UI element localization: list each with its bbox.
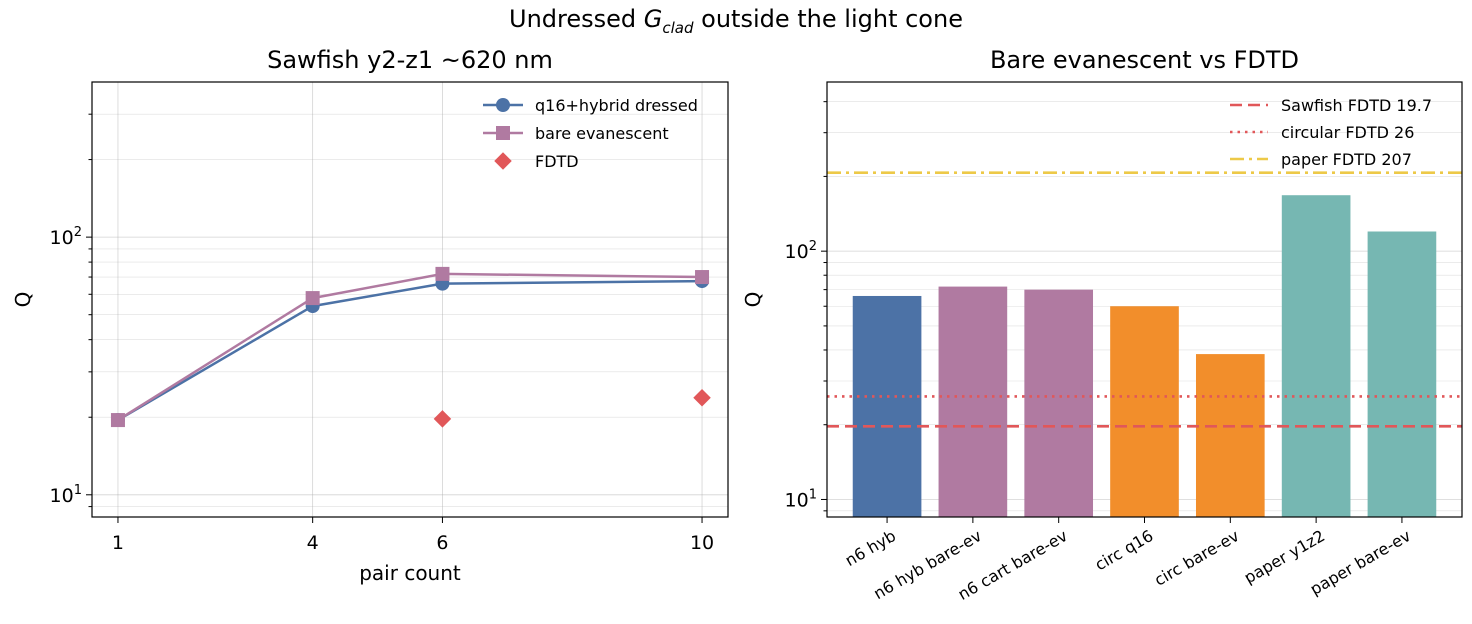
series-line: [117, 279, 703, 422]
legend-marker: [494, 152, 512, 170]
y-tick-label: 101: [50, 483, 82, 507]
right-reference-lines: [827, 171, 1462, 428]
left-y-axis-label: Q: [11, 292, 35, 308]
x-tick-label: 4: [307, 532, 319, 554]
data-point: [305, 291, 320, 306]
left-grid: [92, 82, 728, 517]
left-axes-frame: [91, 81, 729, 518]
right-y-axis-label: Q: [741, 292, 765, 308]
bar: [938, 286, 1008, 517]
x-category-label: n6 hyb: [842, 526, 899, 570]
right-legend: Sawfish FDTD 19.7 circular FDTD 26 paper F…: [1230, 96, 1432, 169]
bar: [1110, 306, 1179, 517]
x-category-label: circ q16: [1092, 526, 1157, 574]
bar: [1024, 289, 1094, 517]
data-point: [110, 413, 125, 428]
legend-label: bare evanescent: [535, 124, 669, 143]
x-tick-label: 10: [690, 532, 714, 554]
left-chart-title: Sawfish y2-z1 ~620 nm: [267, 46, 553, 74]
bar: [1367, 231, 1437, 517]
right-marks: [852, 195, 1437, 518]
left-legend: q16+hybrid dressed bare evanescent FDTD: [483, 96, 698, 171]
legend-marker: [496, 98, 510, 112]
bar: [1281, 195, 1351, 518]
data-point: [695, 270, 710, 285]
left-x-axis-label: pair count: [359, 561, 461, 585]
series-line: [117, 272, 703, 422]
x-category-label: circ bare-ev: [1151, 526, 1242, 590]
legend-label: Sawfish FDTD 19.7: [1281, 96, 1432, 115]
right-chart-title: Bare evanescent vs FDTD: [990, 46, 1299, 74]
left-marks: [110, 266, 711, 428]
data-point: [433, 410, 452, 428]
bar: [1195, 354, 1265, 517]
x-tick-label: 1: [112, 532, 124, 554]
legend-label: FDTD: [535, 152, 579, 171]
data-point: [693, 389, 711, 407]
left-ticks: 1 4 6 10 101 102: [50, 113, 714, 554]
legend-label: circular FDTD 26: [1281, 123, 1414, 142]
legend-label: paper FDTD 207: [1281, 150, 1412, 169]
y-tick-label: 102: [50, 225, 82, 249]
figure-suptitle: Undressed Gclad outside the light cone: [509, 5, 963, 37]
left-chart: 1 4 6 10 101 102 Sawfish y2-z1 ~620 nm pair c…: [11, 46, 729, 585]
data-point: [435, 266, 450, 281]
x-tick-label: 6: [436, 532, 448, 554]
y-tick-label: 101: [785, 487, 817, 511]
legend-label: q16+hybrid dressed: [535, 96, 698, 115]
y-tick-label: 102: [785, 239, 817, 263]
legend-marker: [496, 126, 510, 140]
bar: [852, 295, 922, 517]
